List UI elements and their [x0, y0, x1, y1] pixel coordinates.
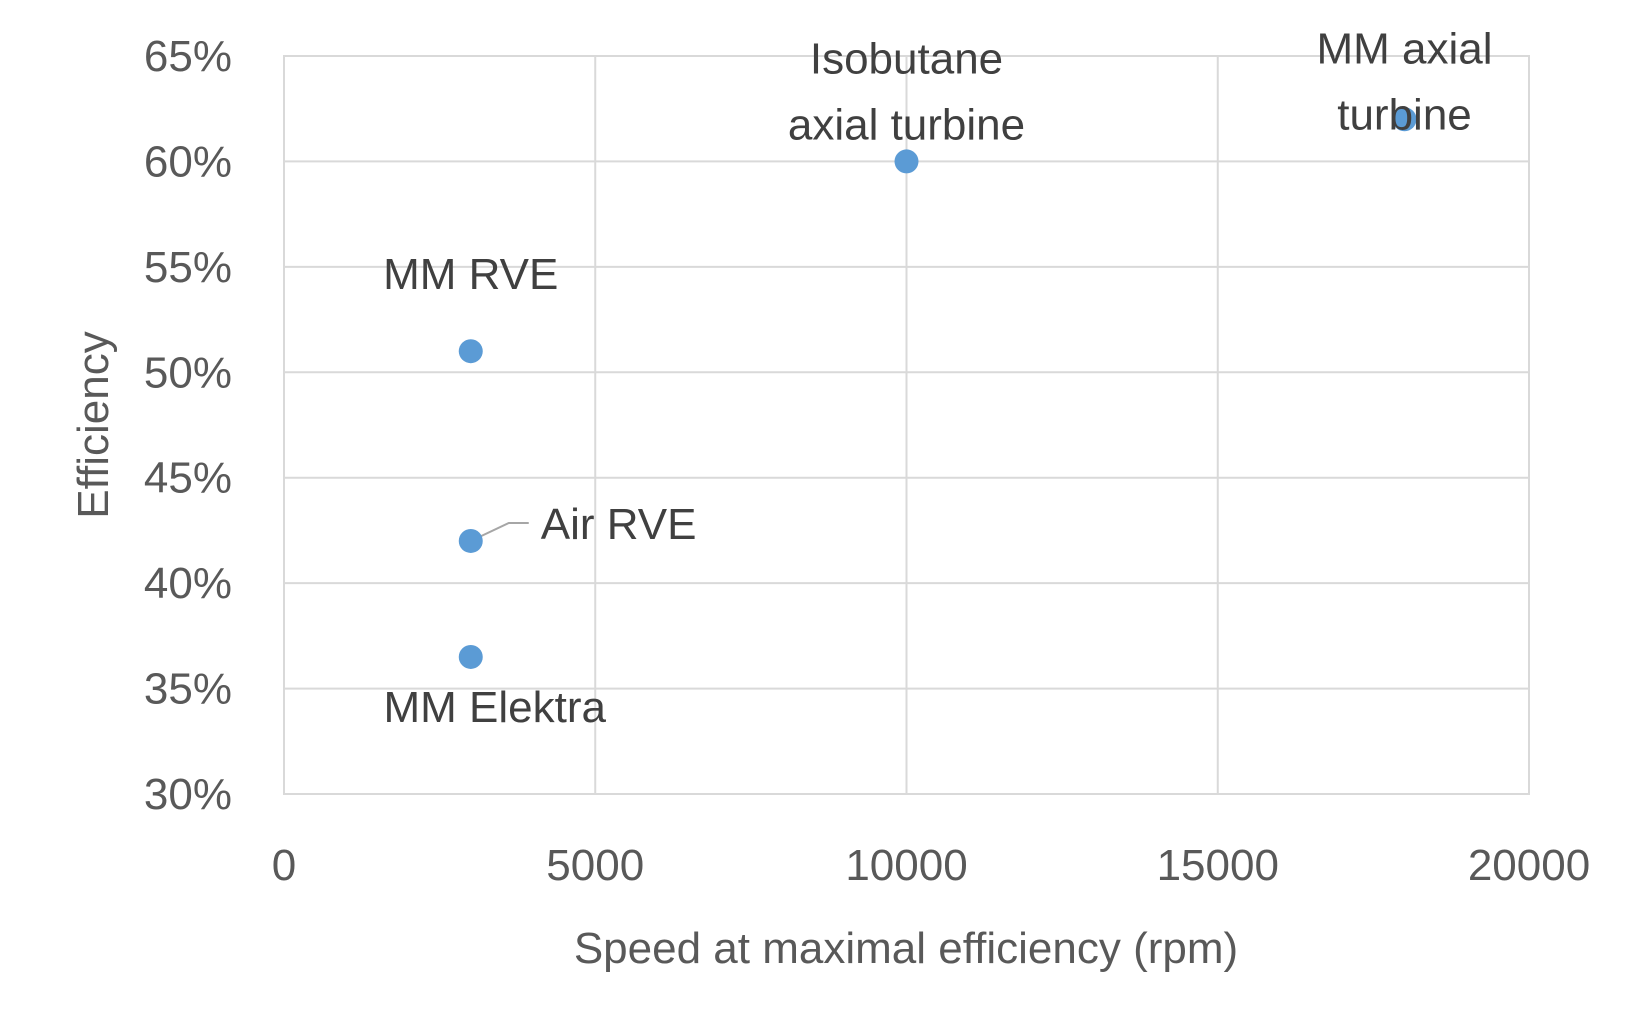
data-points: [458, 107, 1417, 669]
x-tick-label: 5000: [546, 841, 644, 890]
plot-area: [283, 55, 1530, 795]
x-tick-label: 20000: [1468, 841, 1590, 890]
point-label: MM RVE: [383, 250, 558, 299]
x-tick-label: 0: [272, 841, 296, 890]
point-labels: MM RVE Air RVE MM Elektra Isobutane axial tu…: [383, 24, 1492, 732]
y-axis-title: Efficiency: [69, 331, 118, 519]
point-label: Air RVE: [541, 500, 697, 549]
y-tick-label: 45%: [144, 454, 232, 503]
y-axis-ticks: 30% 35% 40% 45% 50% 55% 60% 65%: [144, 32, 232, 819]
x-tick-label: 15000: [1157, 841, 1279, 890]
y-tick-label: 35%: [144, 665, 232, 714]
y-tick-label: 65%: [144, 32, 232, 81]
scatter-point: [1392, 107, 1417, 132]
x-axis-ticks: 0 5000 10000 15000 20000: [272, 841, 1590, 890]
point-label: MM Elektra: [384, 683, 607, 732]
scatter-point: [894, 149, 919, 174]
label-leader-line: [470, 521, 529, 542]
y-tick-label: 40%: [144, 559, 232, 608]
point-label: Isobutane axial turbine: [788, 34, 1025, 149]
point-label: MM axial turbine: [1316, 24, 1492, 139]
y-tick-label: 50%: [144, 348, 232, 397]
leader-lines: [470, 521, 529, 542]
scatter-point: [458, 644, 483, 669]
y-tick-label: 30%: [144, 770, 232, 819]
x-tick-label: 10000: [845, 841, 967, 890]
y-tick-label: 60%: [144, 137, 232, 186]
scatter-point: [458, 339, 483, 364]
scatter-point: [458, 528, 483, 553]
x-axis-title: Speed at maximal efficiency (rpm): [574, 924, 1238, 973]
y-tick-label: 55%: [144, 243, 232, 292]
